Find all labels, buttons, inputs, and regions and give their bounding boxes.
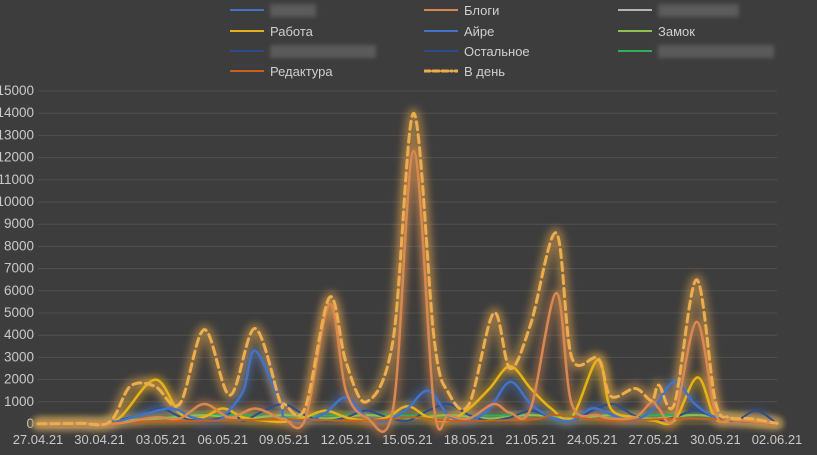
svg-text:02.06.21: 02.06.21 xyxy=(752,432,803,447)
svg-text:27.05.21: 27.05.21 xyxy=(628,432,679,447)
svg-text:12.05.21: 12.05.21 xyxy=(321,432,372,447)
svg-text:24.05.21: 24.05.21 xyxy=(567,432,618,447)
svg-text:6000: 6000 xyxy=(4,283,34,298)
svg-text:30.05.21: 30.05.21 xyxy=(690,432,741,447)
svg-text:30.04.21: 30.04.21 xyxy=(74,432,125,447)
svg-text:7000: 7000 xyxy=(4,261,34,276)
svg-text:9000: 9000 xyxy=(4,216,34,231)
svg-text:11000: 11000 xyxy=(0,172,34,187)
svg-text:4000: 4000 xyxy=(4,327,34,342)
svg-text:1000: 1000 xyxy=(4,394,34,409)
svg-text:09.05.21: 09.05.21 xyxy=(259,432,310,447)
svg-text:15.05.21: 15.05.21 xyxy=(382,432,433,447)
svg-text:15000: 15000 xyxy=(0,83,34,98)
svg-text:13000: 13000 xyxy=(0,127,34,142)
svg-text:18.05.21: 18.05.21 xyxy=(444,432,495,447)
svg-text:10000: 10000 xyxy=(0,194,34,209)
svg-text:06.05.21: 06.05.21 xyxy=(197,432,248,447)
svg-text:14000: 14000 xyxy=(0,105,34,120)
svg-text:12000: 12000 xyxy=(0,150,34,165)
svg-text:27.04.21: 27.04.21 xyxy=(13,432,64,447)
svg-text:5000: 5000 xyxy=(4,305,34,320)
svg-text:3000: 3000 xyxy=(4,349,34,364)
svg-text:03.05.21: 03.05.21 xyxy=(136,432,187,447)
svg-text:21.05.21: 21.05.21 xyxy=(505,432,556,447)
svg-text:2000: 2000 xyxy=(4,372,34,387)
svg-text:8000: 8000 xyxy=(4,238,34,253)
